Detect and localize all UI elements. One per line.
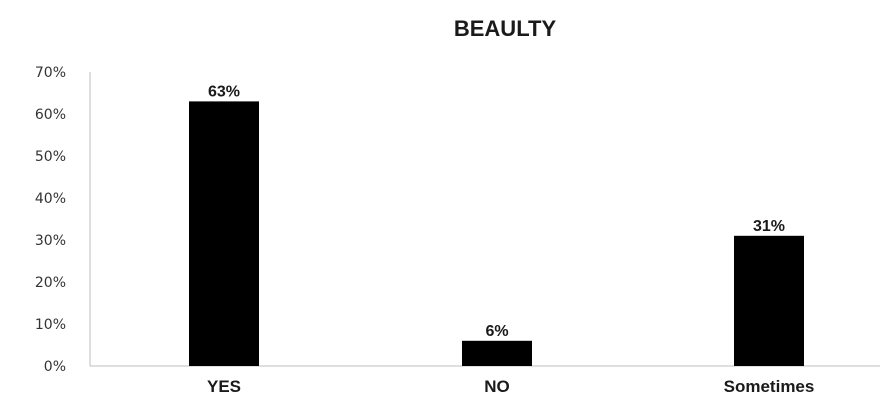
y-tick-label: 30% — [35, 233, 66, 249]
x-tick-label: NO — [484, 377, 510, 396]
data-label: 63% — [208, 83, 240, 100]
y-tick-label: 40% — [35, 191, 66, 207]
y-tick-label: 0% — [44, 359, 66, 375]
bar-yes — [189, 101, 259, 367]
y-tick-label: 60% — [35, 107, 66, 123]
y-axis-ticks: 0% 10% 20% 30% 40% 50% 60% 70% — [35, 65, 66, 375]
bar-sometimes — [734, 235, 804, 366]
chart-title: BEAULTY — [454, 16, 557, 41]
data-label: 31% — [753, 218, 785, 235]
y-tick-label: 20% — [35, 275, 66, 291]
y-tick-label: 10% — [35, 317, 66, 333]
y-tick-label: 70% — [35, 65, 66, 81]
data-label: 6% — [485, 323, 508, 340]
bars: 63% 6% 31% — [189, 83, 804, 367]
x-tick-label: Sometimes — [724, 377, 815, 396]
y-tick-label: 50% — [35, 149, 66, 165]
x-tick-label: YES — [207, 377, 241, 396]
x-axis-ticks: YES NO Sometimes — [207, 377, 814, 396]
bar-no — [462, 340, 532, 366]
